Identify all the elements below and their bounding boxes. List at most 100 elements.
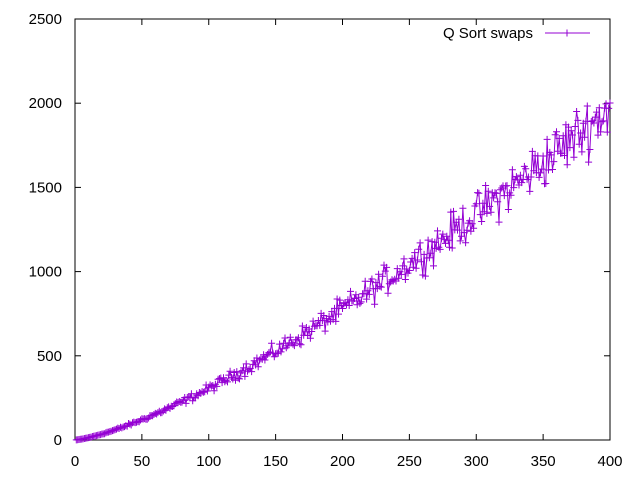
data-point <box>569 131 576 139</box>
data-point <box>417 258 425 266</box>
data-point <box>401 276 409 283</box>
data-point <box>542 180 550 187</box>
data-point <box>277 348 285 356</box>
data-point <box>158 409 166 417</box>
data-point <box>484 187 492 195</box>
data-point <box>516 171 524 179</box>
data-point <box>570 153 578 161</box>
data-point <box>233 368 241 376</box>
data-point <box>364 287 372 295</box>
data-point <box>377 283 385 291</box>
data-point <box>479 199 487 207</box>
data-point <box>597 128 605 136</box>
data-point <box>425 254 433 262</box>
data-point <box>228 373 235 381</box>
data-point <box>345 302 353 309</box>
data-point <box>210 387 218 395</box>
axis-tick-labels: 0 50 100 150 200 250 300 350 400 0 500 1000 1500 2000… <box>29 11 623 470</box>
data-point <box>599 117 607 125</box>
data-point <box>254 363 262 371</box>
data-point <box>571 123 579 130</box>
data-point <box>332 317 340 325</box>
data-point <box>581 133 589 141</box>
data-point <box>550 158 558 166</box>
y-tick-label: 500 <box>37 348 62 365</box>
data-point <box>427 249 435 257</box>
data-point <box>276 340 284 348</box>
data-point <box>203 387 211 395</box>
data-point <box>585 158 593 166</box>
data-point <box>503 182 511 190</box>
data-point <box>278 345 286 353</box>
data-point <box>400 255 408 263</box>
plot-frame <box>74 18 611 441</box>
data-point <box>234 374 242 382</box>
legend-label: Q Sort swaps <box>443 25 533 42</box>
data-point <box>567 127 575 135</box>
data-point <box>344 296 352 304</box>
data-point <box>478 218 486 225</box>
data-point <box>351 295 358 302</box>
data-point <box>561 152 568 159</box>
data-point <box>566 144 574 152</box>
data-point <box>236 375 243 383</box>
legend-marker-sample <box>563 29 571 37</box>
data-point <box>405 267 413 274</box>
series-line <box>76 102 611 441</box>
data-point <box>376 282 384 290</box>
data-point <box>444 236 452 244</box>
data-point <box>500 192 508 200</box>
data-point <box>512 173 520 181</box>
x-tick-label: 50 <box>134 453 151 470</box>
x-tick-label: 400 <box>597 453 622 470</box>
data-point <box>321 327 329 335</box>
data-point <box>411 249 419 257</box>
data-point <box>360 290 368 298</box>
data-point <box>522 165 530 173</box>
data-point <box>583 102 591 110</box>
data-point <box>306 334 314 342</box>
data-point <box>574 116 582 124</box>
data-point <box>407 258 415 266</box>
data-point <box>371 300 379 308</box>
data-point <box>294 334 302 342</box>
data-point <box>526 187 534 195</box>
data-point <box>559 132 567 140</box>
data-point <box>538 165 546 173</box>
data-point <box>482 182 490 189</box>
data-point <box>455 215 463 223</box>
data-point <box>507 191 515 199</box>
x-tick-label: 100 <box>196 453 221 470</box>
data-point <box>510 184 518 192</box>
data-point <box>289 340 297 348</box>
data-point <box>395 274 403 282</box>
legend: Q Sort swaps <box>443 25 590 42</box>
x-tick-label: 150 <box>263 453 288 470</box>
data-point <box>316 321 324 329</box>
data-point <box>553 128 560 136</box>
data-point <box>468 220 476 228</box>
data-point <box>241 372 249 380</box>
data-point <box>318 317 326 325</box>
y-tick-label: 0 <box>54 432 62 449</box>
data-point <box>486 202 494 210</box>
data-point <box>339 305 346 312</box>
data-point <box>416 239 424 247</box>
data-point <box>242 360 250 368</box>
data-point <box>605 104 613 112</box>
data-point <box>483 209 491 217</box>
data-point <box>309 317 317 325</box>
data-point <box>226 367 234 375</box>
data-point <box>298 322 306 330</box>
data-point <box>543 135 551 143</box>
data-point <box>470 224 478 232</box>
data-point <box>397 270 405 278</box>
data-point <box>261 356 269 364</box>
data-point <box>297 341 305 349</box>
data-point <box>462 239 470 247</box>
data-point <box>591 113 599 121</box>
data-point <box>448 244 456 252</box>
data-point <box>494 198 502 206</box>
data-point <box>487 208 495 216</box>
data-point <box>577 129 585 137</box>
